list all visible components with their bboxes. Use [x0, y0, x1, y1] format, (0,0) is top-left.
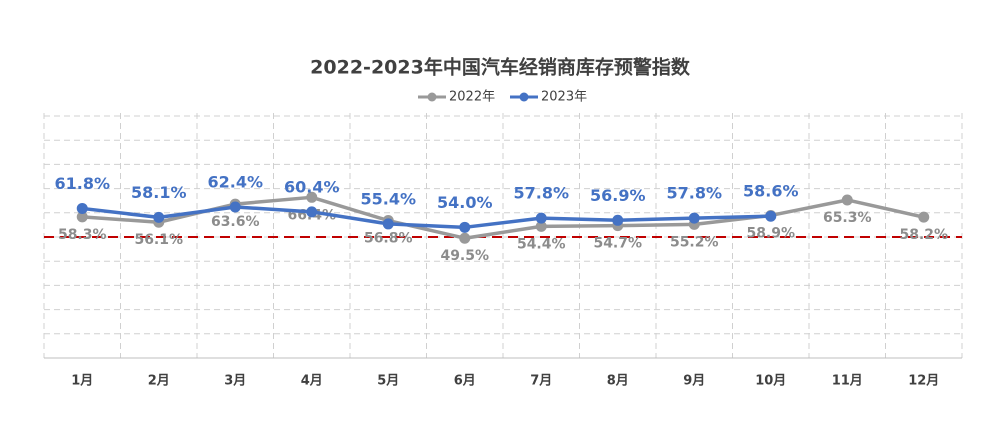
- data-label: 54.0%: [437, 193, 493, 212]
- x-tick-label: 8月: [607, 374, 629, 389]
- x-tick-label: 3月: [224, 374, 246, 389]
- data-label: 57.8%: [513, 184, 569, 203]
- x-tick-label: 4月: [301, 374, 323, 389]
- x-tick-label: 12月: [908, 374, 939, 389]
- point: [382, 218, 394, 230]
- legend-marker: [427, 92, 437, 102]
- data-label: 63.6%: [211, 214, 260, 230]
- data-label: 54.4%: [517, 236, 566, 252]
- point: [306, 206, 318, 218]
- data-label: 65.3%: [823, 210, 872, 226]
- chart-title: 2022-2023年中国汽车经销商库存预警指数: [310, 56, 691, 79]
- legend-marker: [519, 92, 529, 102]
- x-tick-label: 6月: [454, 374, 476, 389]
- x-tick-label: 10月: [755, 374, 786, 389]
- point: [535, 220, 547, 232]
- legend-label: 2022年: [449, 90, 495, 105]
- data-label: 60.4%: [284, 177, 340, 196]
- point: [459, 221, 471, 233]
- data-label: 55.2%: [670, 234, 719, 250]
- series-line: [82, 205, 771, 230]
- x-tick-label: 1月: [71, 374, 93, 389]
- point: [76, 211, 88, 223]
- legend-label: 2023年: [541, 90, 587, 105]
- data-label: 55.4%: [360, 189, 416, 208]
- data-label: 58.9%: [746, 225, 795, 241]
- data-label: 58.3%: [58, 227, 107, 243]
- point: [918, 211, 930, 223]
- x-tick-label: 11月: [832, 374, 863, 389]
- data-label: 58.2%: [899, 227, 948, 243]
- point: [841, 194, 853, 206]
- data-label: 57.8%: [666, 184, 722, 203]
- x-tick-label: 2月: [148, 374, 170, 389]
- point: [153, 211, 165, 223]
- data-label: 56.8%: [364, 231, 413, 247]
- point: [76, 202, 88, 214]
- data-label: 56.9%: [590, 186, 646, 205]
- data-label: 49.5%: [440, 248, 489, 264]
- point: [688, 212, 700, 224]
- data-label: 62.4%: [207, 172, 263, 191]
- point: [306, 191, 318, 203]
- data-label: 58.1%: [131, 183, 187, 202]
- x-tick-label: 7月: [530, 374, 552, 389]
- point: [612, 214, 624, 226]
- point: [765, 210, 777, 222]
- data-label: 56.1%: [134, 232, 183, 248]
- point: [229, 201, 241, 213]
- data-label: 58.6%: [743, 182, 799, 201]
- data-label: 54.7%: [593, 236, 642, 252]
- x-tick-label: 9月: [683, 374, 705, 389]
- point: [459, 232, 471, 244]
- data-label: 61.8%: [54, 174, 110, 193]
- x-tick-label: 5月: [377, 374, 399, 389]
- point: [535, 212, 547, 224]
